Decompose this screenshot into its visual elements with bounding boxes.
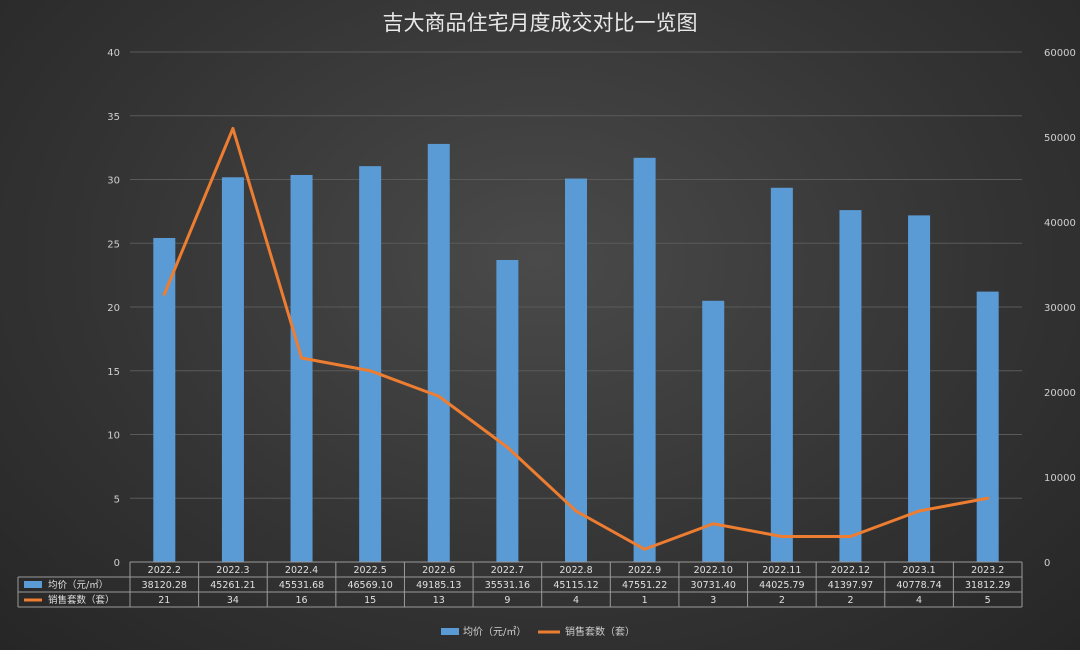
bar-value-label: 45531.68 bbox=[279, 580, 324, 591]
y-axis-left: 0 5 10 15 20 25 30 35 40 bbox=[107, 48, 120, 569]
line-value-label: 4 bbox=[916, 595, 922, 606]
category-label: 2022.3 bbox=[216, 565, 249, 576]
y-left-tick-label: 0 bbox=[114, 558, 120, 569]
y-right-tick-label: 0 bbox=[1044, 558, 1050, 569]
line-value-label: 16 bbox=[295, 595, 307, 606]
line-point bbox=[437, 394, 441, 398]
y-left-tick-label: 5 bbox=[114, 494, 120, 505]
bar-value-label: 41397.97 bbox=[828, 580, 873, 591]
bar bbox=[565, 178, 587, 562]
y-right-tick-label: 40000 bbox=[1044, 218, 1076, 229]
bar-value-label: 45115.12 bbox=[553, 580, 598, 591]
y-left-tick-label: 10 bbox=[107, 431, 120, 442]
bar-value-label: 46569.10 bbox=[347, 580, 392, 591]
bar bbox=[908, 215, 931, 562]
line-point bbox=[300, 356, 304, 360]
bar-value-label: 45261.21 bbox=[210, 580, 255, 591]
bar-series bbox=[153, 143, 999, 563]
line-value-label: 21 bbox=[158, 595, 170, 606]
y-left-tick-label: 20 bbox=[107, 303, 120, 314]
bar bbox=[427, 143, 450, 562]
y-right-tick-label: 20000 bbox=[1044, 388, 1076, 399]
category-label: 2022.2 bbox=[148, 565, 181, 576]
bar-value-label: 31812.29 bbox=[965, 580, 1010, 591]
line-point bbox=[917, 509, 921, 513]
category-label: 2022.12 bbox=[831, 565, 870, 576]
line-point bbox=[780, 535, 784, 538]
y-left-tick-label: 15 bbox=[107, 367, 120, 378]
bar bbox=[770, 187, 793, 562]
line-point bbox=[231, 127, 235, 130]
bar bbox=[290, 174, 313, 562]
bar bbox=[633, 157, 656, 562]
line-value-label: 5 bbox=[985, 595, 991, 606]
bar-value-label: 35531.16 bbox=[485, 580, 530, 591]
bar-row-header: 均价（元/㎡） bbox=[48, 579, 108, 591]
bar bbox=[702, 300, 725, 562]
chart-title: 吉大商品住宅月度成交对比一览图 bbox=[383, 11, 698, 35]
data-table: 2022.238120.28212022.345261.21342022.445… bbox=[17, 561, 1023, 608]
line-point bbox=[368, 369, 372, 373]
y-right-tick-label: 10000 bbox=[1044, 473, 1076, 484]
line-point bbox=[711, 522, 715, 526]
line-row-header: 销售套数（套） bbox=[48, 594, 115, 606]
bar-row-swatch bbox=[24, 581, 42, 588]
line-value-label: 1 bbox=[642, 595, 648, 606]
legend: 均价（元/㎡） 销售套数（套） bbox=[441, 625, 635, 638]
category-label: 2022.7 bbox=[491, 565, 524, 576]
line-series bbox=[162, 127, 990, 551]
category-label: 2022.4 bbox=[285, 565, 318, 576]
bar bbox=[359, 166, 382, 562]
category-label: 2022.9 bbox=[628, 565, 661, 576]
y-left-tick-label: 25 bbox=[107, 239, 120, 250]
category-label: 2022.10 bbox=[694, 565, 733, 576]
bar-value-label: 47551.22 bbox=[622, 580, 667, 591]
bar-value-label: 44025.79 bbox=[759, 580, 804, 591]
bar bbox=[153, 237, 176, 563]
bar-value-label: 38120.28 bbox=[142, 580, 187, 591]
bar-value-label: 40778.74 bbox=[896, 580, 941, 591]
bar-value-label: 49185.13 bbox=[416, 580, 461, 591]
legend-bar-swatch bbox=[441, 628, 459, 635]
line-value-label: 13 bbox=[433, 595, 445, 606]
line-point bbox=[848, 535, 852, 538]
bar bbox=[221, 177, 244, 562]
bar-value-label: 30731.40 bbox=[691, 580, 736, 591]
category-label: 2022.11 bbox=[762, 565, 801, 576]
legend-line-label: 销售套数（套） bbox=[565, 625, 635, 638]
y-left-tick-label: 35 bbox=[107, 112, 120, 123]
y-axis-right: 0 10000 20000 30000 40000 50000 60000 bbox=[1044, 48, 1076, 569]
y-left-tick-label: 30 bbox=[107, 176, 120, 187]
bar bbox=[839, 210, 862, 562]
line-value-label: 2 bbox=[779, 595, 785, 606]
category-label: 2023.1 bbox=[902, 565, 935, 576]
line-point bbox=[643, 547, 647, 551]
y-right-tick-label: 60000 bbox=[1044, 48, 1076, 59]
line-point bbox=[574, 509, 578, 513]
line-point bbox=[162, 292, 166, 296]
line-value-label: 15 bbox=[364, 595, 376, 606]
bar bbox=[976, 291, 999, 562]
legend-bar-label: 均价（元/㎡） bbox=[463, 626, 526, 638]
category-label: 2022.8 bbox=[559, 565, 592, 576]
line-value-label: 4 bbox=[573, 595, 579, 606]
line-value-label: 34 bbox=[227, 595, 239, 606]
line-value-label: 9 bbox=[504, 595, 510, 606]
category-label: 2023.2 bbox=[971, 565, 1004, 576]
y-right-tick-label: 50000 bbox=[1044, 133, 1076, 144]
y-right-tick-label: 30000 bbox=[1044, 303, 1076, 314]
line-point bbox=[986, 496, 990, 500]
line-value-label: 2 bbox=[847, 595, 853, 606]
line-point bbox=[505, 445, 509, 449]
y-left-tick-label: 40 bbox=[107, 48, 120, 59]
category-label: 2022.5 bbox=[354, 565, 387, 576]
line-value-label: 3 bbox=[710, 595, 716, 606]
category-label: 2022.6 bbox=[422, 565, 455, 576]
bar bbox=[496, 259, 519, 562]
